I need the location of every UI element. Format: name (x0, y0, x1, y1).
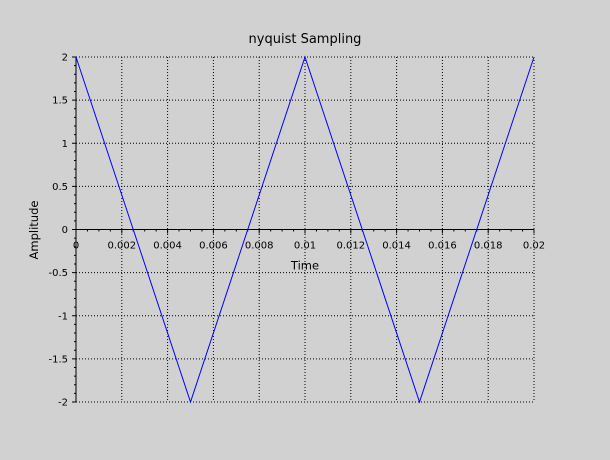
x-tick-label: 0.016 (428, 241, 457, 252)
x-tick-label: 0.008 (245, 241, 274, 252)
y-tick-label: -1.5 (48, 354, 68, 365)
y-tick-label: 1.5 (52, 96, 68, 107)
x-tick-label: 0.018 (474, 241, 503, 252)
y-tick-label: -1 (58, 311, 68, 322)
x-tick-label: 0.004 (153, 241, 182, 252)
axes (72, 56, 535, 403)
x-axis-title: Time (290, 259, 319, 273)
x-tick-label: 0.012 (336, 241, 365, 252)
y-tick-label: -0.5 (48, 268, 68, 279)
x-tick-label: 0.014 (382, 241, 411, 252)
y-tick-label: 1 (62, 139, 68, 150)
x-tick-label: 0.006 (199, 241, 228, 252)
chart-title: nyquist Sampling (249, 32, 362, 47)
y-tick-label: -2 (58, 398, 68, 409)
x-tick-label: 0.02 (523, 241, 545, 252)
tick-labels: 0 0.002 0.004 0.006 0.008 0.01 0.012 0.014 0.016… (48, 53, 545, 409)
series-layer (75, 55, 535, 404)
x-tick-label: 0 (73, 241, 79, 252)
y-tick-label: 2 (62, 53, 68, 64)
y-tick-label: 0.5 (52, 182, 68, 193)
x-tick-label: 0.01 (294, 241, 316, 252)
y-tick-label: 0 (62, 225, 68, 236)
y-axis-title: Amplitude (27, 201, 41, 260)
x-tick-label: 0.002 (107, 241, 136, 252)
series-line (75, 55, 535, 404)
